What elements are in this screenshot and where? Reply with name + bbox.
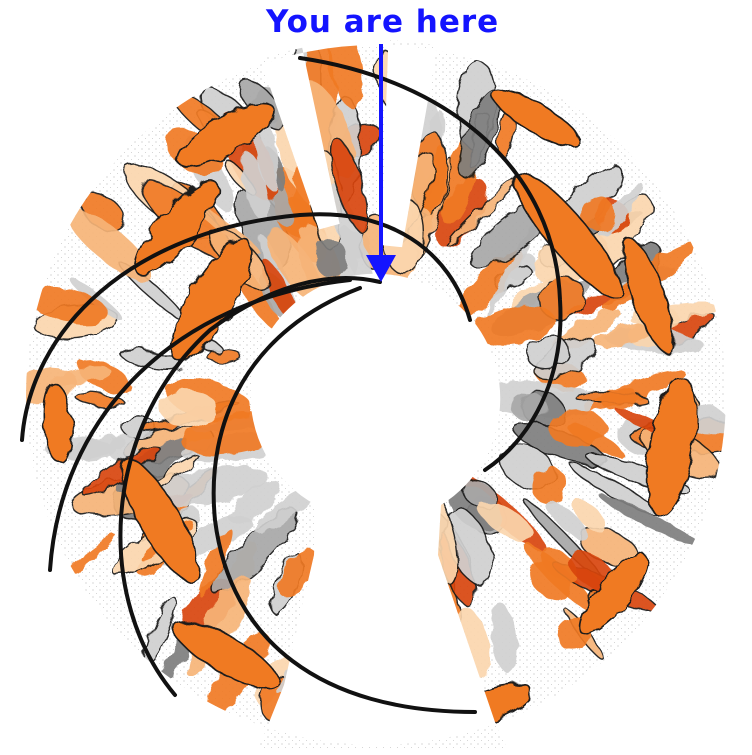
density-blob bbox=[49, 366, 111, 386]
density-blob bbox=[63, 534, 117, 579]
density-blob bbox=[478, 501, 535, 542]
density-blob bbox=[579, 196, 616, 231]
density-blob bbox=[159, 389, 218, 428]
density-band bbox=[491, 89, 581, 147]
spiral-arm bbox=[118, 276, 382, 697]
density-blob bbox=[298, 640, 323, 731]
density-band bbox=[119, 457, 200, 583]
spiral-arm bbox=[298, 56, 563, 472]
density-blob bbox=[546, 501, 588, 539]
density-blob bbox=[388, 563, 435, 645]
density-blob bbox=[159, 635, 191, 684]
density-blob bbox=[315, 238, 348, 279]
arrow-head bbox=[366, 255, 396, 282]
density-band bbox=[172, 620, 280, 690]
density-blob bbox=[424, 148, 447, 216]
density-blob bbox=[372, 529, 415, 618]
density-band bbox=[176, 102, 276, 168]
density-band bbox=[42, 382, 73, 464]
density-blob bbox=[346, 546, 378, 584]
density-band bbox=[622, 238, 675, 354]
density-blob bbox=[602, 387, 638, 412]
density-blob bbox=[599, 495, 703, 547]
density-blob bbox=[687, 404, 726, 436]
density-blob bbox=[311, 577, 340, 610]
density-blob bbox=[242, 152, 269, 221]
density-blob bbox=[393, 573, 451, 676]
density-band bbox=[578, 553, 649, 635]
density-blob bbox=[475, 304, 555, 346]
spiral-arms bbox=[20, 56, 563, 714]
density-blob bbox=[229, 480, 281, 524]
density-blob bbox=[320, 566, 342, 598]
you-are-here-arrow bbox=[366, 44, 396, 282]
density-blob bbox=[149, 465, 269, 507]
spiral-arm bbox=[211, 286, 477, 714]
density-blob bbox=[65, 207, 154, 282]
density-blob bbox=[573, 499, 606, 533]
density-blob bbox=[489, 602, 518, 673]
density-blob bbox=[27, 287, 109, 324]
density-blob bbox=[325, 40, 364, 109]
density-blob bbox=[330, 183, 373, 297]
density-blob bbox=[532, 466, 567, 505]
density-blob bbox=[320, 570, 342, 610]
spiral-arm bbox=[20, 212, 472, 442]
you-are-here-label: You are here bbox=[266, 4, 500, 40]
density-blob bbox=[333, 526, 371, 568]
density-blob bbox=[371, 575, 401, 676]
density-blob bbox=[277, 550, 320, 597]
density-blob bbox=[198, 529, 233, 597]
density-blob bbox=[254, 487, 319, 533]
density-blob bbox=[335, 566, 352, 603]
density-blob bbox=[548, 409, 606, 447]
density-band bbox=[645, 377, 698, 517]
density-blobs bbox=[26, 40, 726, 734]
density-blob bbox=[120, 348, 183, 371]
density-blob bbox=[418, 674, 457, 729]
density-blob bbox=[329, 137, 369, 233]
spiral-arm bbox=[48, 278, 352, 572]
density-blob bbox=[594, 323, 655, 348]
density-blob bbox=[451, 249, 522, 325]
